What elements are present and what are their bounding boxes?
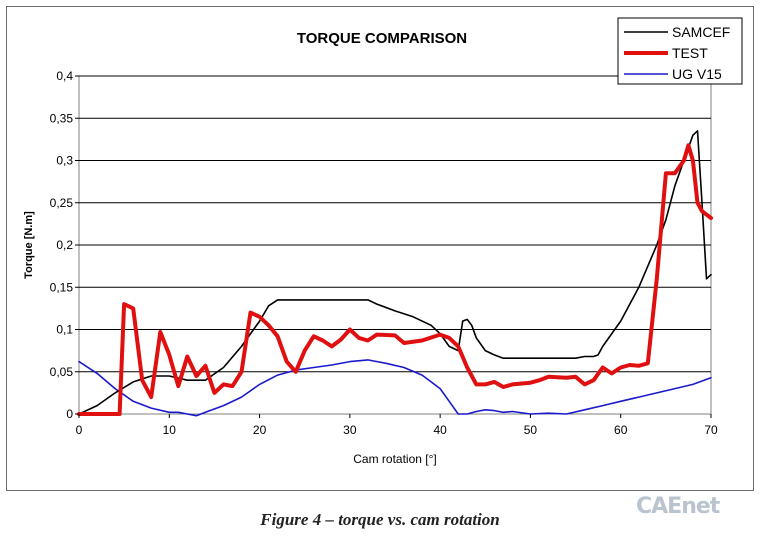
series-line-samcef — [78, 130, 712, 415]
torque-chart: 0 0,05 0,1 0,15 0,2 0,25 0,3 0,35 0,4 0 10 20 30 40 5… — [23, 17, 743, 466]
y-tick-label: 0,15 — [50, 280, 74, 294]
y-tick-label: 0,4 — [56, 69, 73, 83]
series-line-ug-v15 — [78, 359, 712, 417]
y-tick-label: 0,25 — [50, 196, 74, 210]
legend-items: SAMCEF TEST UG V15 — [624, 24, 730, 82]
figure-caption: Figure 4 – torque vs. cam rotation — [260, 510, 500, 529]
x-tick-label: 70 — [704, 423, 718, 437]
x-tick-label: 40 — [433, 423, 447, 437]
series-layer — [77, 130, 713, 417]
y-axis-label: Torque [N.m] — [23, 211, 35, 279]
x-tick-label: 10 — [163, 423, 177, 437]
series-line-test — [77, 143, 713, 416]
legend-label-ug-v15: UG V15 — [672, 66, 722, 82]
chart-title: TORQUE COMPARISON — [297, 30, 467, 47]
y-tick-label: 0,35 — [50, 111, 74, 125]
y-tick-label: 0,1 — [56, 323, 73, 337]
x-tick-label: 50 — [524, 423, 538, 437]
x-axis-label: Cam rotation [°] — [353, 452, 437, 466]
legend-label-samcef: SAMCEF — [672, 24, 730, 40]
legend: SAMCEF TEST UG V15 — [617, 17, 743, 85]
y-axis-ticks: 0 0,05 0,1 0,15 0,2 0,25 0,3 0,35 0,4 — [50, 69, 79, 421]
x-tick-label: 20 — [253, 423, 267, 437]
y-tick-label: 0,05 — [50, 365, 74, 379]
x-tick-label: 30 — [343, 423, 357, 437]
legend-label-test: TEST — [672, 45, 708, 61]
gridlines — [79, 75, 711, 373]
x-tick-label: 60 — [614, 423, 628, 437]
watermark-logo: CAEnet — [636, 494, 720, 519]
y-tick-label: 0 — [66, 407, 73, 421]
x-axis-ticks: 0 10 20 30 40 50 60 70 — [76, 414, 718, 437]
y-tick-label: 0,2 — [56, 238, 73, 252]
x-tick-label: 0 — [76, 423, 83, 437]
y-tick-label: 0,3 — [56, 154, 73, 168]
